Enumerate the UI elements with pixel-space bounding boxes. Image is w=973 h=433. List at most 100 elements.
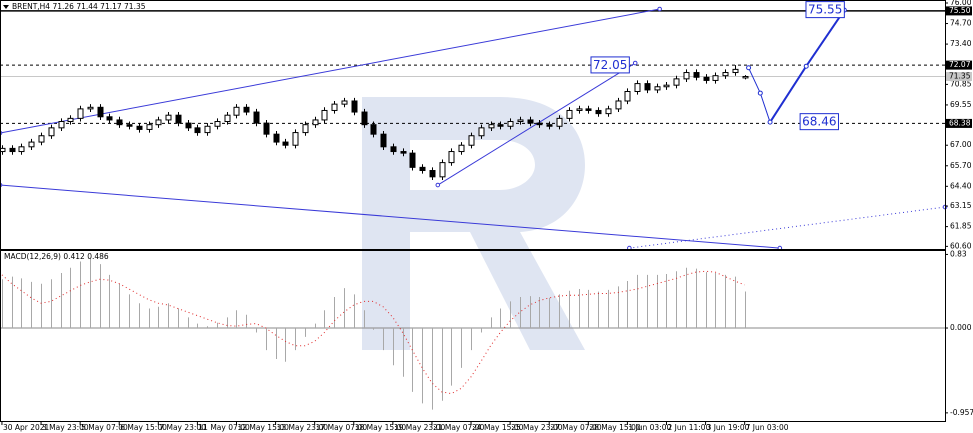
y-tick-label: 0.83 — [950, 249, 967, 258]
forecast-point — [757, 90, 763, 96]
candle-body — [742, 75, 749, 79]
candle-body — [351, 100, 358, 113]
menu-icon[interactable] — [3, 5, 9, 9]
forecast-point — [746, 65, 752, 71]
annotation-box — [590, 56, 630, 74]
candle-body — [507, 121, 514, 127]
candle-body — [0, 147, 6, 153]
x-tick-label: 28 May 15:00 — [589, 423, 641, 432]
candle-body — [400, 151, 407, 154]
forecast-segment — [759, 92, 771, 123]
level-box — [946, 6, 972, 16]
x-tick-label: 6 May 15:00 — [120, 423, 167, 432]
candle-body — [58, 121, 65, 129]
candle-body — [488, 124, 495, 129]
candle-body — [253, 111, 260, 124]
chart-title: BRENT,H4 71.26 71.44 71.17 71.35 — [12, 2, 146, 11]
candle-body — [155, 119, 162, 126]
level-box — [946, 118, 972, 128]
candle-body — [634, 83, 641, 92]
y-tick-label: 74.70 — [950, 19, 972, 28]
candle-body — [419, 166, 426, 172]
x-tick-label: 7 Jun 03:00 — [746, 423, 789, 432]
candle-body — [615, 100, 622, 110]
x-tick-label: 3 May 23:00 — [42, 423, 89, 432]
trend-line — [0, 8, 660, 134]
y-tick-label: 70.85 — [950, 79, 972, 88]
y-tick-label: -0.957 — [950, 408, 973, 417]
y-tick-label: 60.60 — [950, 241, 972, 250]
candle-body — [448, 151, 455, 164]
level-label: 75.50 — [949, 6, 971, 15]
last-price-box — [946, 71, 972, 81]
candle-body — [644, 83, 651, 91]
forecast-segment — [748, 67, 761, 94]
macd-title: MACD(12,26,9) 0.412 0.486 — [4, 252, 109, 261]
candle-body — [48, 127, 55, 137]
y-tick-label: 65.70 — [950, 161, 972, 170]
candle-body — [321, 109, 328, 121]
candle-body — [624, 90, 631, 102]
trend-anchor — [435, 182, 441, 188]
x-tick-label: 11 May 07:00 — [198, 423, 250, 432]
candle-body — [224, 114, 231, 123]
candle-body — [370, 124, 377, 135]
candle-body — [185, 122, 192, 129]
candle-body — [273, 133, 280, 143]
annotation-box — [799, 113, 839, 131]
candle-body — [136, 125, 143, 130]
y-tick-label: 0.000 — [950, 323, 972, 332]
y-tick-label: 64.40 — [950, 181, 972, 190]
candle-body — [468, 135, 475, 146]
y-tick-label: 76.00 — [950, 0, 972, 7]
candle-body — [165, 114, 172, 121]
x-tick-label: 30 Apr 2021 — [3, 423, 50, 432]
level-label: 68.38 — [949, 118, 971, 127]
x-tick-label: 18 May 15:00 — [355, 423, 407, 432]
candle-body — [204, 125, 211, 134]
annotation-box — [805, 1, 845, 19]
x-tick-label: 7 May 23:00 — [159, 423, 206, 432]
x-tick-label: 2 Jun 11:00 — [667, 423, 710, 432]
candle-body — [38, 135, 45, 143]
candle-body — [126, 124, 133, 127]
x-tick-label: 5 May 07:00 — [81, 423, 128, 432]
y-tick-label: 73.40 — [950, 39, 972, 48]
candle-body — [302, 124, 309, 134]
x-tick-label: 25 May 23:00 — [511, 423, 563, 432]
annotation-label: 72.05 — [593, 58, 627, 72]
candle-body — [595, 109, 602, 115]
level-label: 72.07 — [949, 60, 971, 69]
candle-body — [517, 119, 524, 123]
candle-body — [673, 78, 680, 86]
candle-body — [585, 108, 592, 111]
candle-body — [546, 124, 553, 127]
candle-body — [97, 106, 104, 118]
candle-body — [77, 108, 84, 119]
x-tick-label: 19 May 23:00 — [394, 423, 446, 432]
x-tick-label: 24 May 15:00 — [472, 423, 524, 432]
candle-body — [18, 146, 25, 153]
candle-body — [732, 68, 739, 74]
candle-body — [722, 72, 729, 77]
x-tick-label: 1 Jun 03:00 — [628, 423, 671, 432]
candle-body — [497, 124, 504, 127]
candle-body — [9, 147, 16, 153]
candle-body — [263, 122, 270, 135]
candle-body — [439, 162, 446, 178]
forecast-point — [767, 119, 773, 125]
annotation-label: 75.55 — [808, 3, 842, 17]
x-tick-label: 21 May 07:00 — [433, 423, 485, 432]
macd-frame — [0, 250, 946, 422]
candle-body — [663, 84, 670, 88]
trend-anchor — [632, 60, 638, 66]
candle-body — [429, 170, 436, 178]
trend-anchor — [657, 6, 662, 12]
candle-body — [478, 127, 485, 137]
candle-body — [67, 117, 74, 123]
y-tick-label: 69.55 — [950, 100, 972, 109]
candle-body — [536, 122, 543, 126]
candle-body — [292, 132, 299, 146]
